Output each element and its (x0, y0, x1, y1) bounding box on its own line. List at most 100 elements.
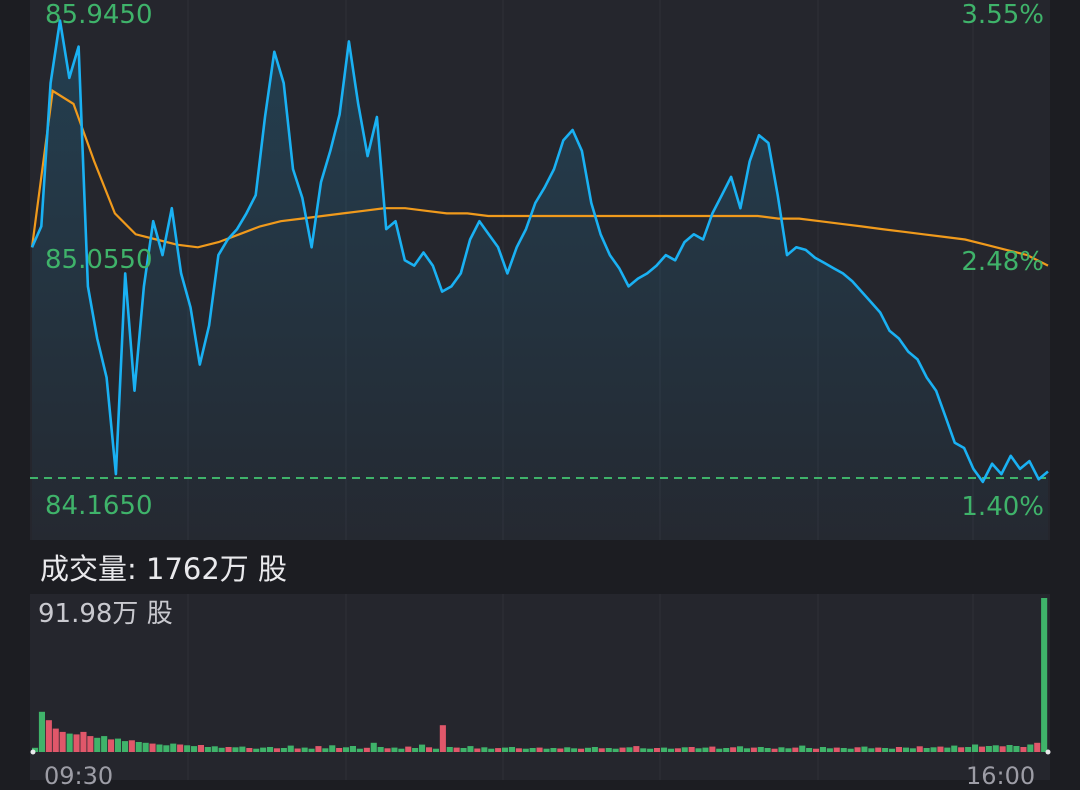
volume-bar (778, 747, 785, 752)
volume-bar (612, 748, 619, 752)
volume-bar (598, 748, 605, 752)
volume-bar (1034, 742, 1041, 752)
volume-bar (149, 743, 156, 752)
volume-bar (170, 743, 177, 752)
volume-bar (571, 748, 578, 752)
volume-bar (833, 747, 840, 752)
volume-bar (543, 748, 550, 752)
volume-bar (66, 733, 73, 752)
volume-bar (750, 747, 757, 752)
volume-bar (191, 746, 198, 752)
volume-bar (847, 748, 854, 752)
volume-bar (502, 747, 509, 752)
volume-bar (495, 748, 502, 752)
volume-bar (343, 747, 350, 752)
volume-bar (951, 745, 958, 752)
volume-bar (999, 746, 1006, 752)
volume-bar (156, 744, 163, 752)
volume-bar (453, 747, 460, 752)
volume-bar (45, 720, 52, 752)
volume-bar (875, 747, 882, 752)
volume-bar (349, 746, 356, 752)
volume-bar (578, 748, 585, 752)
volume-bar (87, 736, 94, 752)
volume-bar (253, 748, 260, 752)
volume-bar (640, 748, 647, 752)
volume-bar (432, 748, 439, 752)
price-label-mid: 85.0550 (45, 245, 153, 275)
volume-bar (405, 746, 412, 752)
volume-bar (508, 747, 515, 752)
volume-bar (301, 747, 308, 752)
volume-bar (681, 747, 688, 752)
volume-bar (757, 747, 764, 752)
volume-bar (937, 746, 944, 752)
volume-bar (267, 747, 274, 752)
volume-bar (785, 748, 792, 752)
volume-bar (488, 748, 495, 752)
volume-bar (895, 747, 902, 752)
volume-bar (211, 746, 218, 752)
volume-bar (384, 748, 391, 752)
pct-label-bottom: 1.40% (961, 492, 1044, 522)
volume-bar (73, 734, 80, 752)
volume-bar (197, 745, 204, 752)
volume-bar (930, 747, 937, 752)
volume-bar (730, 747, 737, 752)
volume-bar (840, 748, 847, 752)
volume-bar (626, 747, 633, 752)
volume-bar (688, 747, 695, 752)
volume-bar (882, 748, 889, 752)
volume-bar (619, 747, 626, 752)
time-label-start: 09:30 (44, 762, 114, 790)
volume-bar (806, 748, 813, 752)
volume-bar (232, 747, 239, 752)
volume-bar (426, 747, 433, 752)
volume-bar (315, 746, 322, 752)
volume-bar (723, 748, 730, 752)
volume-bar (135, 742, 142, 752)
volume-bar (1006, 745, 1013, 752)
volume-baseline-dot-end (1045, 749, 1051, 755)
volume-bar (142, 742, 149, 752)
volume-bar (709, 746, 716, 752)
volume-bar (204, 747, 211, 752)
price-label-bottom: 84.1650 (45, 491, 153, 521)
volume-bar (108, 739, 115, 752)
volume-bar (536, 747, 543, 752)
volume-bar (439, 725, 446, 752)
volume-bar (764, 748, 771, 752)
volume-bar (550, 748, 557, 752)
volume-bar (1027, 744, 1034, 752)
volume-bar (121, 741, 128, 752)
volume-bar (944, 747, 951, 752)
volume-bar (467, 746, 474, 752)
volume-bar (177, 744, 184, 752)
volume-bar (419, 744, 426, 752)
volume-bar (743, 748, 750, 752)
volume-bar (481, 747, 488, 752)
volume-bar (163, 745, 170, 752)
volume-bar (978, 746, 985, 752)
pct-label-top: 3.55% (961, 0, 1044, 30)
volume-bar (813, 748, 820, 752)
volume-max-label: 91.98万 股 (38, 599, 173, 629)
volume-bar (239, 746, 246, 752)
volume-bar (529, 748, 536, 752)
volume-bar (564, 747, 571, 752)
volume-bar (474, 748, 481, 752)
volume-bar (80, 731, 87, 752)
volume-bar (460, 748, 467, 752)
volume-bar (184, 745, 191, 752)
volume-bar (1013, 746, 1020, 752)
volume-bar (819, 747, 826, 752)
volume-bar (412, 748, 419, 752)
volume-bar (94, 737, 101, 752)
volume-bar (1041, 598, 1048, 752)
volume-bar (128, 740, 135, 752)
volume-bar (861, 746, 868, 752)
price-label-top: 85.9450 (45, 0, 153, 30)
volume-bar (356, 748, 363, 752)
